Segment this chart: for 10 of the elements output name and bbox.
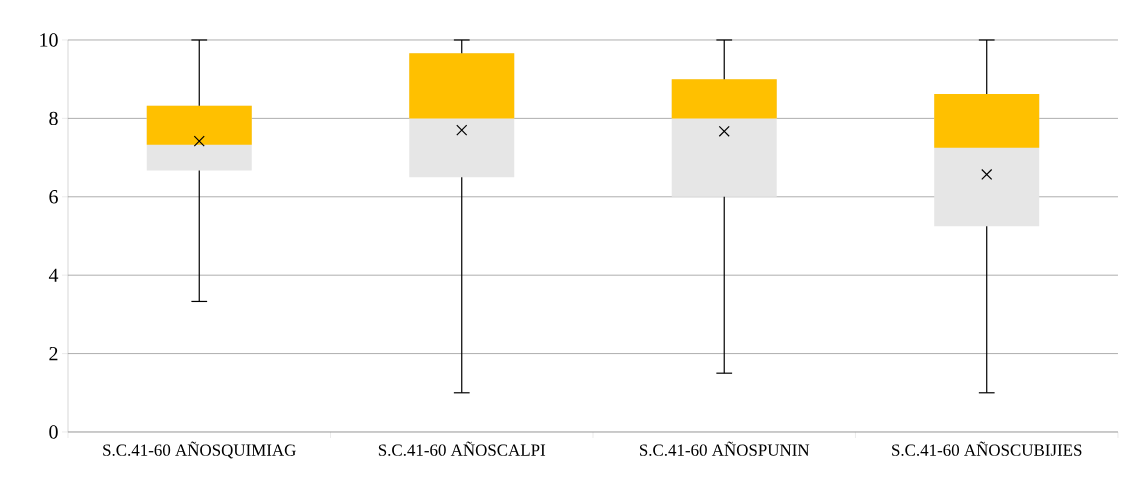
x-tick-label: S.C.41-60 AÑOSCUBIJIES: [892, 441, 1082, 456]
x-tick-label: S.C.41-60 AÑOSQUIMIAG: [103, 441, 296, 459]
y-tick-label: 6: [49, 190, 58, 204]
y-tick-label: 4: [48, 268, 59, 282]
y-tick-label: 8: [49, 111, 58, 126]
x-tick-label: S.C.41-60 AÑOSCALPI: [378, 441, 546, 456]
y-tick-label: 10: [40, 33, 58, 47]
y-tick-label: 0: [49, 425, 58, 439]
y-tick-label: 2: [49, 346, 58, 361]
x-tick-label: S.C.41-60 AÑOSPUNIN: [639, 441, 810, 456]
